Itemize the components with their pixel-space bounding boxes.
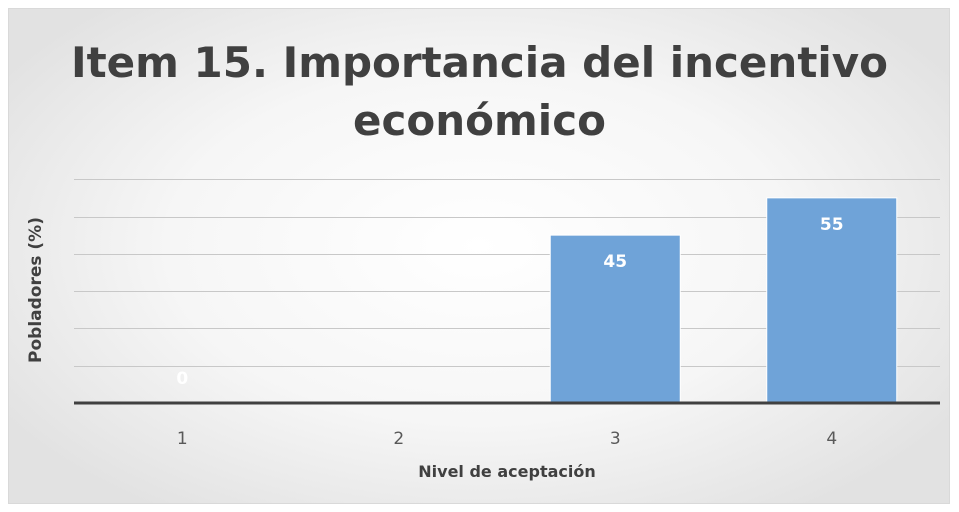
bar-3 xyxy=(549,234,681,404)
data-labels: 0 45 55 xyxy=(176,215,843,389)
bars xyxy=(549,197,898,404)
bar-4 xyxy=(766,197,898,404)
x-tick-label-1: 1 xyxy=(177,429,188,449)
data-label-1: 0 xyxy=(176,369,188,389)
x-axis-label: Nivel de aceptación xyxy=(418,462,596,481)
chart-title: Item 15. Importancia del incentivo econó… xyxy=(70,38,889,145)
x-tick-label-3: 3 xyxy=(610,429,621,449)
x-tick-labels: 1 2 3 4 xyxy=(177,429,837,449)
data-label-4: 55 xyxy=(820,215,844,235)
x-tick-label-4: 4 xyxy=(826,429,837,449)
x-tick-label-2: 2 xyxy=(393,429,404,449)
data-label-3: 45 xyxy=(603,252,627,272)
